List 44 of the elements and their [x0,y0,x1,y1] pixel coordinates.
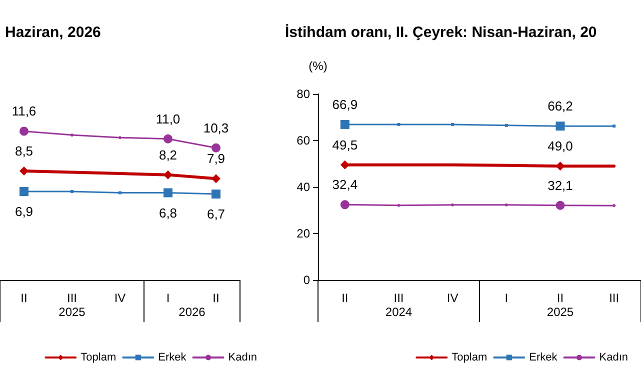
text: 2025 [58,305,86,319]
x-tick-label: IV [446,291,458,305]
y-tick-label: 20 [296,226,310,240]
data-label: 49,5 [332,137,358,152]
legend-label: Toplam [80,352,116,364]
x-tick-label: IV [114,291,126,305]
data-label: 11,6 [12,104,36,119]
y-tick-label: 40 [296,180,310,194]
data-label: 32,1 [548,178,573,193]
x-tick-label: III [394,291,404,305]
x-tick-label: II [556,291,564,305]
data-label: 7,9 [206,151,226,166]
data-label: 8,2 [158,147,178,162]
x-tick-label: III [66,291,78,305]
y-tick-label: 60 [296,134,310,148]
data-label: 11,0 [156,111,180,126]
data-label: 66,9 [332,96,358,112]
x-tick-label: II [342,291,348,305]
legend-label: Toplam [452,352,488,364]
x-tick-label: II [20,291,28,305]
legend-label: Kadın [228,352,258,364]
x-tick-label: I [504,291,508,305]
y-tick-label: 80 [296,87,310,101]
data-label: 8,5 [14,143,34,158]
legend-label: Erkek [529,352,558,364]
data-label: 66,2 [548,98,573,114]
text: 2026 [178,305,206,319]
x-tick-label: I [166,291,170,305]
y-tick-label: 0 [303,273,310,287]
legend-label: Erkek [158,352,187,364]
data-label: 32,4 [332,177,358,192]
x-tick-label: III [609,291,620,305]
text: 2025 [546,305,574,319]
data-label: 6,7 [206,206,226,222]
chart-title: Haziran, 2026 [5,24,101,41]
data-label: 10,3 [203,120,229,136]
data-label: 6,9 [14,204,34,219]
data-label: 6,8 [158,205,178,220]
legend-label: Kadın [599,352,628,364]
x-tick-label: II [212,291,220,305]
chart-title: İstihdam oranı, II. Çeyrek: Nisan-Haziran, 20 [285,24,597,41]
text: 2024 [385,305,412,319]
y-axis-title: (%) [308,59,328,73]
data-label: 49,0 [548,138,573,154]
